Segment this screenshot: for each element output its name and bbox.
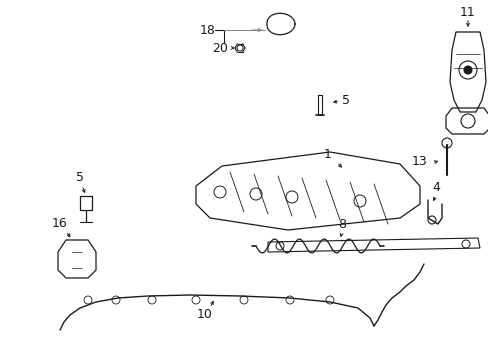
Text: 18: 18 — [200, 23, 216, 36]
Text: 16: 16 — [52, 217, 68, 230]
Text: 13: 13 — [411, 156, 427, 168]
Text: 5: 5 — [341, 94, 349, 107]
Text: 4: 4 — [431, 181, 439, 194]
Text: 10: 10 — [197, 309, 212, 321]
Text: 5: 5 — [76, 171, 84, 184]
Text: 20: 20 — [212, 41, 227, 54]
Text: 1: 1 — [324, 148, 331, 162]
Circle shape — [463, 66, 471, 74]
Text: 8: 8 — [337, 219, 346, 231]
Text: 11: 11 — [459, 5, 475, 18]
